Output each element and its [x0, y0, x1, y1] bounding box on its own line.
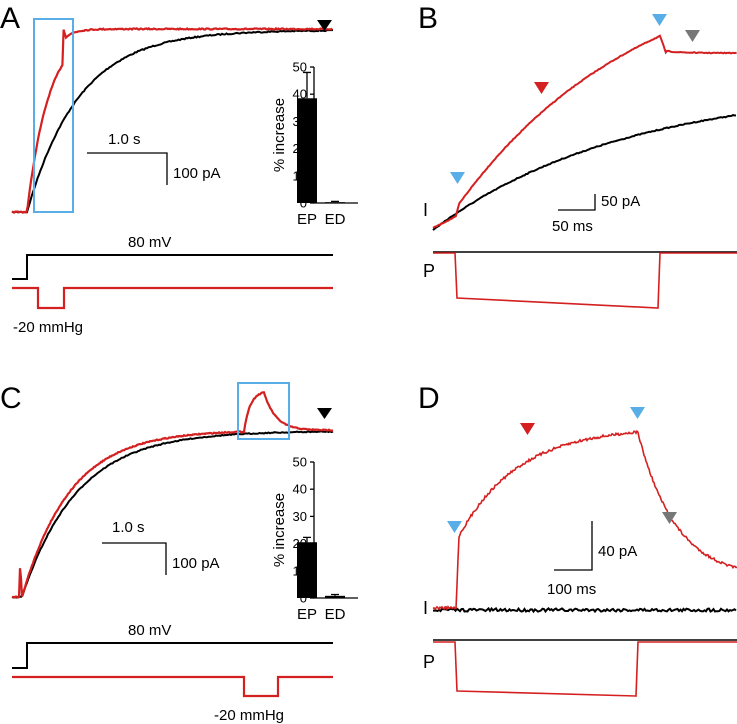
category-label-ep: EP: [297, 211, 317, 228]
trace-label-p-d: P: [423, 652, 435, 672]
scale-bar-a: [87, 152, 168, 185]
pressure-label-a: -20 mmHg: [13, 319, 83, 336]
y-tick-label: 40: [293, 87, 307, 102]
error-bar-ed: [331, 593, 339, 596]
scale-bar-b: [558, 194, 596, 211]
pressure-trace-d: [433, 641, 737, 697]
category-label-ep: EP: [297, 606, 317, 623]
highlight-box-c: [237, 382, 290, 440]
marker-black-c: [317, 408, 332, 419]
bar-ep: [297, 542, 317, 598]
marker-blue-d-onset: [447, 521, 462, 533]
trace-pressure-c: [11, 391, 334, 599]
y-tick-label: 50: [293, 60, 307, 75]
bar-ep: [297, 98, 317, 203]
panel-b: B I 50 pA 50 ms P: [418, 2, 737, 309]
marker-gray-d: [662, 512, 677, 524]
trace-control-b: [432, 114, 737, 231]
trace-label-i-d: I: [423, 598, 428, 618]
panel-c: C 1.0 s 100 pA 80 mV -20 mmHg 0102030405…: [0, 382, 358, 724]
bar-axes: [313, 67, 358, 204]
trace-control-a: [11, 28, 334, 214]
scale-time-c: 1.0 s: [112, 519, 145, 536]
y-axis-label: % increase: [271, 98, 288, 172]
marker-black-a: [317, 20, 332, 31]
trace-control-c: [11, 430, 334, 599]
trace-pressure-d: [432, 429, 737, 611]
error-bar-ed: [331, 200, 339, 203]
scale-bar-c: [102, 542, 167, 575]
pressure-label-c: -20 mmHg: [214, 707, 284, 724]
trace-control-d: [433, 606, 737, 614]
y-tick-label: 40: [293, 482, 307, 497]
scale-bar-d: [554, 521, 593, 571]
marker-blue-b-offset: [652, 14, 667, 26]
scale-current-d: 40 pA: [598, 543, 637, 560]
scale-current-c: 100 pA: [172, 555, 220, 572]
trace-label-i-b: I: [423, 200, 428, 220]
marker-red-b: [534, 82, 549, 94]
bar-ed: [325, 202, 345, 204]
trace-pressure-a: [11, 26, 334, 214]
pressure-trace-b: [433, 252, 737, 309]
marker-gray-b: [685, 30, 700, 42]
voltage-protocol-c: [12, 642, 333, 669]
voltage-label-a: 80 mV: [128, 234, 171, 251]
panel-letter-d: D: [418, 382, 440, 415]
panel-a: A 1.0 s 100 pA 80 mV -20 mmHg 0102030405…: [0, 2, 358, 336]
marker-blue-d-offset: [630, 407, 645, 419]
marker-red-d: [520, 423, 535, 435]
marker-blue-b-onset: [450, 172, 465, 184]
pressure-protocol-a: [12, 286, 333, 310]
panel-letter-c: C: [0, 382, 22, 415]
panel-letter-b: B: [418, 2, 438, 35]
scale-current-b: 50 pA: [601, 193, 640, 210]
voltage-protocol-a: [12, 254, 333, 280]
highlight-box-a: [33, 18, 74, 213]
voltage-label-c: 80 mV: [128, 622, 171, 639]
error-bar-ep: [303, 71, 311, 99]
panel-letter-a: A: [0, 2, 20, 35]
category-label-ed: ED: [325, 211, 346, 228]
trace-pressure-b: [432, 34, 737, 229]
y-axis-label: % increase: [271, 493, 288, 567]
pressure-protocol-c: [12, 675, 333, 698]
trace-label-p-b: P: [423, 261, 435, 281]
bar-axes: [313, 462, 358, 599]
error-bar-ep: [303, 536, 311, 543]
category-label-ed: ED: [325, 606, 346, 623]
scale-current-a: 100 pA: [173, 165, 221, 182]
scale-time-d: 100 ms: [547, 581, 596, 598]
panel-d: D 40 pA 100 ms I P: [418, 382, 737, 697]
bar-ed: [325, 595, 345, 598]
y-tick-label: 50: [293, 455, 307, 470]
scale-time-b: 50 ms: [552, 218, 593, 235]
y-tick-label: 30: [293, 509, 307, 524]
scale-time-a: 1.0 s: [108, 131, 141, 148]
